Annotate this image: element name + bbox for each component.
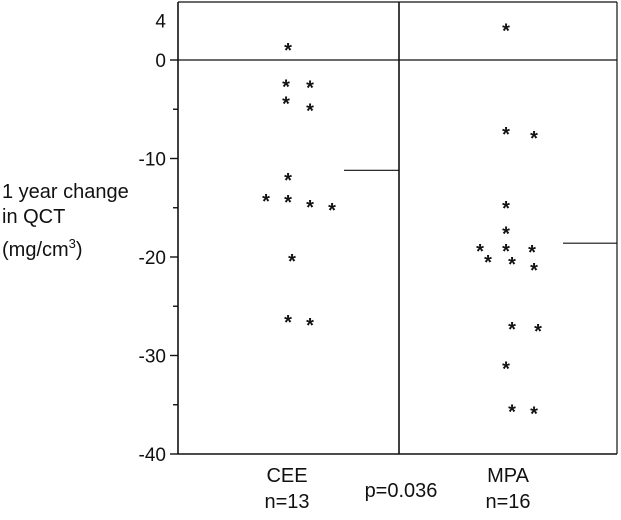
data-point-mpa: * <box>502 198 510 220</box>
mean-lines <box>344 169 617 244</box>
data-points: ** ** *** * * *** *** **** * ** * ** *** * <box>262 20 542 425</box>
y-tick-label: 4 <box>155 12 166 33</box>
data-point-mpa: * <box>508 319 516 341</box>
p-value-label: p=0.036 <box>365 480 438 502</box>
data-point-cee: * <box>284 40 292 62</box>
data-point-mpa: * <box>534 321 542 343</box>
data-point-cee: * <box>306 100 314 122</box>
data-point-cee: * <box>284 312 292 334</box>
group-label-cee: CEE <box>266 465 307 487</box>
group-n-mpa: n=16 <box>485 491 530 513</box>
group-n-cee: n=13 <box>264 491 309 513</box>
y-tick-label: -20 <box>139 248 166 269</box>
data-point-mpa: * <box>508 402 516 424</box>
data-point-mpa: * <box>502 241 510 263</box>
data-point-mpa: * <box>528 242 536 264</box>
y-tick-label: -10 <box>139 150 166 171</box>
data-point-mpa: * <box>484 252 492 274</box>
data-point-cee: * <box>328 200 336 222</box>
group-label-mpa: MPA <box>487 465 530 487</box>
data-point-mpa: * <box>530 128 538 150</box>
data-point-mpa: * <box>502 20 510 42</box>
data-point-mpa: * <box>530 260 538 282</box>
data-point-cee: * <box>284 170 292 192</box>
y-axis-label-unit: (mg/cm <box>2 239 69 261</box>
data-point-mpa: * <box>502 223 510 245</box>
y-tick-label: -40 <box>139 445 166 466</box>
data-point-cee: * <box>306 78 314 100</box>
y-ticks: 4 0 -10 -20 -30 -40 <box>139 12 178 466</box>
data-point-mpa: * <box>476 241 484 263</box>
data-point-cee: * <box>284 192 292 214</box>
data-point-cee: * <box>282 93 290 115</box>
y-axis-label-close: ) <box>76 239 83 261</box>
data-point-cee: * <box>282 77 290 99</box>
data-point-cee: * <box>262 191 270 213</box>
y-axis-label-line-3: (mg/cm3) <box>2 236 83 261</box>
data-point-cee: * <box>288 251 296 273</box>
data-point-mpa: * <box>508 254 516 276</box>
y-tick-label: -30 <box>139 347 166 368</box>
data-point-mpa: * <box>502 124 510 146</box>
data-point-mpa: * <box>502 358 510 380</box>
data-point-cee: * <box>306 315 314 337</box>
y-axis-label-line-1: 1 year change <box>2 181 129 203</box>
y-tick-label: 0 <box>155 51 166 72</box>
data-point-cee: * <box>306 197 314 219</box>
y-axis-label-superscript: 3 <box>69 236 76 251</box>
y-axis-label-line-2: in QCT <box>2 206 65 228</box>
data-point-mpa: * <box>530 404 538 426</box>
axes <box>177 1 618 455</box>
